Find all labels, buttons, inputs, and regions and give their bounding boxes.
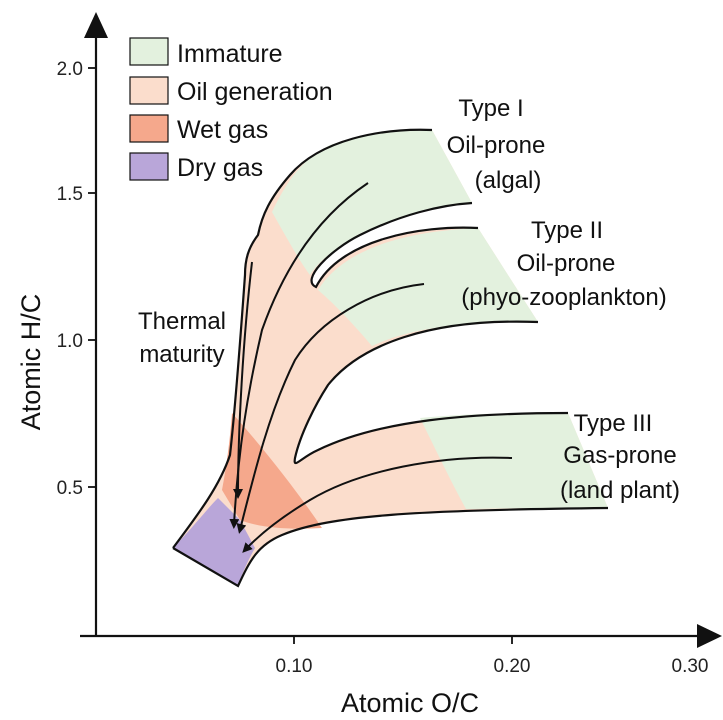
- envelope-outline: [172, 128, 609, 588]
- type1-label-line3: (algal): [475, 167, 542, 194]
- y-tick-label: 2.0: [57, 59, 83, 80]
- legend-swatch-dry-gas: [129, 152, 169, 181]
- y-tick-label: 1.5: [57, 184, 83, 205]
- legend-label-wet-gas: Wet gas: [177, 116, 268, 144]
- legend-swatch-immature: [129, 37, 169, 66]
- y-axis-label: Atomic H/C: [16, 294, 46, 431]
- y-axis-arrowhead: [84, 12, 108, 38]
- type2-label-title: Type II: [531, 217, 603, 244]
- x-tick-label: 0.30: [672, 656, 709, 677]
- type2-label-line2: Oil-prone: [517, 250, 616, 277]
- thermal-maturity-label-line2: maturity: [139, 341, 224, 368]
- y-tick-label: 0.5: [57, 478, 83, 499]
- type2-path-arrow: [236, 283, 425, 534]
- annotations: Thermal maturity Type I Oil-prone (algal…: [138, 95, 680, 504]
- x-axis-label: Atomic O/C: [341, 688, 479, 718]
- envelope-immature-zone-type3: [420, 413, 608, 509]
- legend-swatch-oil-generation: [129, 76, 169, 105]
- envelope-immature-zone-type2: [318, 228, 538, 346]
- type3-path-arrow: [242, 456, 513, 553]
- x-tick-label: 0.10: [276, 656, 313, 677]
- x-axis-arrowhead: [697, 624, 722, 648]
- x-tick-label: 0.20: [494, 656, 531, 677]
- legend-label-immature: Immature: [177, 40, 283, 68]
- axes: 2.0 1.5 1.0 0.5 0.10 0.20 0.30 Atomic O/…: [16, 12, 722, 718]
- type3-label-line3: (land plant): [560, 477, 680, 504]
- legend-label-oil-generation: Oil generation: [177, 78, 333, 106]
- envelope-immature-zone-type1: [272, 129, 472, 275]
- y-tick-label: 1.0: [57, 331, 83, 352]
- thermal-maturity-label-line1: Thermal: [138, 308, 226, 335]
- type3-label-title: Type III: [574, 410, 653, 437]
- type3-label-line2: Gas-prone: [563, 442, 676, 469]
- type1-label-title: Type I: [458, 95, 523, 122]
- legend-label-dry-gas: Dry gas: [177, 154, 263, 182]
- legend-swatch-wet-gas: [129, 114, 169, 143]
- legend: Immature Oil generation Wet gas Dry gas: [129, 37, 333, 182]
- type1-label-line2: Oil-prone: [447, 132, 546, 159]
- type1-path-arrow: [229, 182, 369, 529]
- maturation-arrows: [229, 182, 513, 553]
- type2-label-line3: (phyo-zooplankton): [461, 284, 666, 311]
- envelope: [172, 128, 609, 588]
